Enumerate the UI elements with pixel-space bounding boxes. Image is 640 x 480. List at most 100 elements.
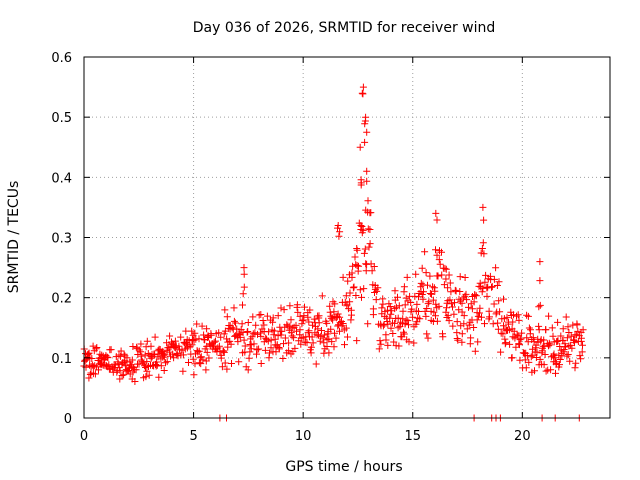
data-point (571, 339, 578, 347)
data-point (428, 290, 435, 298)
data-point (88, 355, 96, 362)
data-point (310, 315, 318, 323)
data-point (290, 334, 298, 342)
data-point (478, 245, 486, 252)
data-point (352, 292, 360, 299)
data-point (121, 362, 129, 370)
data-point (471, 347, 479, 355)
data-point (244, 366, 252, 374)
data-point (288, 332, 296, 340)
data-point (541, 351, 549, 358)
data-point (330, 308, 338, 316)
data-point (495, 297, 503, 305)
data-point (323, 336, 331, 344)
data-point (174, 352, 182, 360)
data-point (241, 342, 249, 350)
data-point (336, 319, 344, 327)
data-point (316, 337, 324, 345)
data-point (240, 336, 248, 344)
data-point (239, 301, 246, 309)
data-point (392, 303, 400, 311)
data-point (572, 359, 580, 367)
data-point (479, 203, 487, 211)
grid-lines (84, 57, 610, 418)
data-point (230, 317, 238, 325)
data-point (114, 360, 122, 368)
data-point (300, 316, 308, 324)
data-point (278, 327, 286, 335)
data-point (344, 277, 352, 285)
data-point (257, 311, 265, 318)
data-point (265, 328, 273, 336)
y-tick-labels: 0 0.1 0.2 0.3 0.4 0.5 0.6 (51, 51, 72, 427)
data-point (362, 206, 370, 214)
data-point (339, 320, 347, 327)
x-tick-label: 5 (189, 429, 197, 444)
data-point (506, 340, 514, 348)
data-point (474, 312, 482, 320)
data-point (502, 339, 510, 347)
data-point (253, 346, 261, 354)
data-point (179, 351, 187, 359)
data-point (92, 345, 100, 353)
data-point (488, 283, 496, 291)
data-point (202, 366, 210, 374)
data-point (370, 263, 378, 270)
data-point (422, 312, 430, 320)
data-point (120, 371, 128, 379)
data-point (497, 348, 505, 356)
data-point (473, 316, 481, 324)
data-point (296, 326, 304, 334)
data-point (470, 298, 478, 306)
data-point (275, 344, 283, 351)
data-point (178, 346, 186, 354)
data-point (429, 283, 437, 291)
data-point (274, 312, 282, 320)
data-point (331, 300, 339, 308)
data-point (223, 313, 231, 321)
data-point (104, 354, 112, 362)
data-point (424, 334, 432, 342)
data-point (331, 329, 338, 337)
data-point (387, 310, 395, 318)
data-point (374, 284, 382, 292)
data-point (500, 322, 507, 330)
data-point (496, 308, 504, 316)
data-point (239, 290, 247, 298)
data-point (195, 335, 203, 343)
data-point (259, 317, 267, 324)
data-point (270, 327, 278, 335)
data-point (232, 319, 239, 327)
data-point (579, 341, 586, 349)
data-point (255, 345, 263, 353)
data-point (373, 287, 381, 295)
y-tick-label: 0.3 (51, 232, 72, 247)
data-point (390, 338, 398, 346)
data-point (245, 354, 253, 362)
data-point (515, 340, 523, 348)
data-point (363, 167, 371, 175)
data-point (384, 341, 392, 349)
data-point (249, 313, 257, 321)
data-point (221, 306, 229, 314)
data-point (409, 313, 417, 321)
data-point (84, 350, 92, 358)
data-point (405, 338, 413, 346)
data-point (458, 338, 466, 346)
data-point (142, 373, 150, 381)
x-tick-label: 20 (514, 429, 531, 444)
plot-frame (83, 56, 611, 419)
data-point (508, 354, 516, 362)
data-point (525, 358, 533, 366)
data-point (274, 332, 282, 340)
data-point (444, 284, 452, 292)
data-point (205, 354, 213, 362)
data-point (453, 318, 461, 326)
data-point (490, 300, 498, 308)
data-point (234, 338, 242, 346)
data-point (571, 364, 579, 372)
data-point (142, 364, 149, 371)
data-point (356, 286, 364, 294)
data-point (336, 228, 344, 236)
data-point (192, 335, 200, 343)
